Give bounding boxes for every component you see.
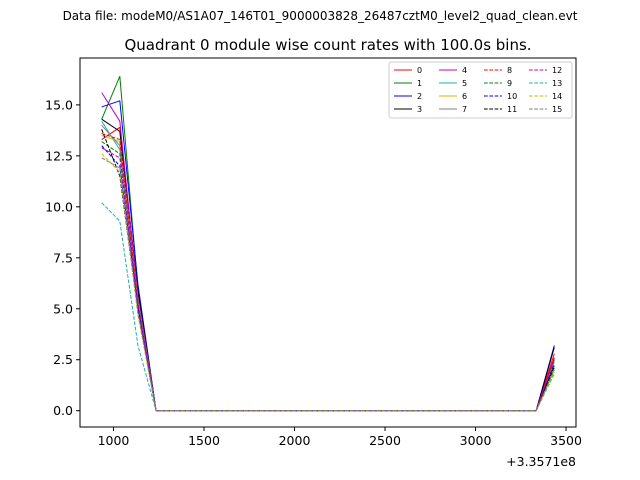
legend-label-15: 15 [552, 105, 562, 114]
y-tick-label: 15.0 [45, 97, 73, 112]
y-tick-label: 10.0 [45, 199, 73, 214]
y-tick-label: 2.5 [53, 352, 73, 367]
legend-label-1: 1 [417, 79, 422, 88]
x-tick-label: 1000 [98, 433, 130, 448]
plot-area: 1000 1500 2000 2500 3000 3500 0.02.55.07.510.… [45, 57, 582, 448]
y-tick-label: 5.0 [53, 301, 73, 316]
legend-frame [388, 61, 573, 119]
legend-label-5: 5 [462, 79, 467, 88]
legend-label-12: 12 [552, 66, 562, 75]
legend-label-9: 9 [507, 79, 512, 88]
legend-label-11: 11 [507, 105, 517, 114]
legend-label-10: 10 [507, 92, 517, 101]
legend-label-8: 8 [507, 66, 512, 75]
series-line-15 [101, 157, 555, 412]
x-tick-label: 2000 [279, 433, 311, 448]
axes-frame [79, 57, 577, 428]
x-tick-label: 1500 [188, 433, 220, 448]
y-tick-label: 12.5 [45, 148, 73, 163]
x-axis: 1000 1500 2000 2500 3000 3500 [98, 427, 582, 448]
legend-label-3: 3 [417, 105, 422, 114]
x-tick-label: 3000 [460, 433, 492, 448]
chart-title: Quadrant 0 module wise count rates with … [124, 36, 531, 54]
y-axis: 0.0 2.5 5.0 7.5 10.0 12.5 15.0 [45, 97, 80, 418]
y-tick-label: 7.5 [53, 250, 73, 265]
y-tick-label: 0.0 [53, 403, 73, 418]
legend-label-4: 4 [462, 66, 467, 75]
legend-label-0: 0 [417, 66, 422, 75]
legend-label-2: 2 [417, 92, 422, 101]
x-tick-label: 3500 [550, 433, 582, 448]
legend-label-6: 6 [462, 92, 467, 101]
legend-label-13: 13 [552, 79, 562, 88]
legend-label-14: 14 [552, 92, 562, 101]
series-layer [101, 75, 555, 412]
x-axis-offset-label: +3.3571e8 [506, 454, 576, 469]
x-tick-label: 2500 [369, 433, 401, 448]
legend-label-7: 7 [462, 105, 467, 114]
figure-supertitle: Data file: modeM0/AS1A07_146T01_90000038… [63, 9, 578, 23]
